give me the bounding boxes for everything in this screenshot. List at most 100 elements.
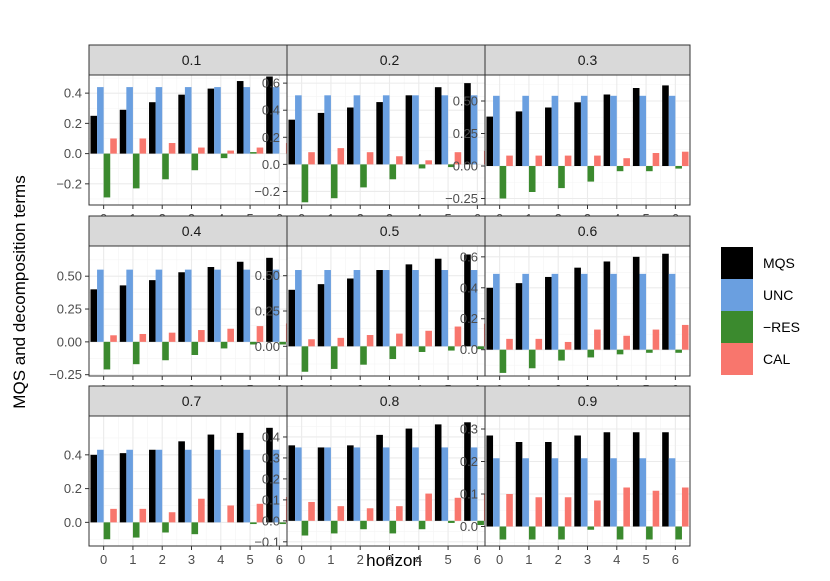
facet-strip [88, 44, 295, 76]
y-tick-label: 0.00 [255, 339, 280, 354]
bar-res-h2 [558, 349, 565, 361]
bar-mqs-h6 [464, 83, 471, 165]
bar-mqs-h5 [236, 432, 244, 523]
bar-unc-h4 [214, 449, 221, 523]
bar-cal-h4 [227, 150, 234, 154]
bar-res-h3 [389, 520, 397, 534]
bar-unc-h4 [412, 447, 419, 521]
facet-panel-0-8: 0.8 −0.1 0.0 0.1 0.2 0.3 0.4 0 1 2 3 4 5 6 [254, 385, 493, 567]
facet-strip-label: 0.5 [380, 223, 400, 239]
bar-mqs-h4 [603, 432, 611, 527]
bar-res-h6 [675, 349, 682, 353]
facet-strip [286, 215, 493, 247]
legend-label-unc: UNC [763, 287, 793, 303]
bar-mqs-h2 [545, 107, 552, 166]
bar-cal-h2 [366, 152, 374, 165]
panel-border [484, 245, 691, 377]
bar-mqs-h3 [376, 434, 383, 521]
x-tick-label: 4 [415, 552, 422, 567]
bar-mqs-h5 [632, 432, 640, 527]
bar-mqs-h6 [662, 253, 669, 350]
bar-unc-h0 [493, 273, 500, 350]
y-tick-label: 0.50 [57, 269, 82, 284]
bar-cal-h1 [337, 148, 345, 165]
bar-unc-h3 [382, 95, 390, 165]
bar-unc-h5 [441, 447, 449, 521]
bar-res-h0 [301, 164, 309, 203]
bar-unc-h3 [580, 273, 588, 350]
bar-cal-h2 [168, 512, 176, 523]
bar-res-h5 [250, 522, 257, 525]
bar-unc-h0 [97, 269, 104, 342]
bar-cal-h4 [623, 158, 630, 166]
y-tick-label: 0.25 [57, 302, 82, 317]
bar-res-h6 [279, 522, 286, 525]
bar-mqs-h3 [574, 435, 581, 527]
bar-unc-h3 [580, 458, 588, 527]
bar-res-h1 [132, 153, 140, 189]
facet-strip-label: 0.9 [578, 393, 598, 409]
x-tick-label: 2 [159, 552, 166, 567]
bar-cal-h3 [396, 333, 403, 347]
bar-mqs-h6 [662, 432, 669, 527]
x-tick-label: 5 [444, 552, 451, 567]
panel-border [484, 74, 691, 206]
bar-cal-h6 [681, 151, 689, 166]
bar-res-h4 [418, 164, 426, 169]
bar-unc-h3 [184, 269, 192, 342]
y-tick-label: 0.00 [453, 159, 478, 174]
y-tick-label: 0.4 [262, 103, 280, 118]
y-tick-label: 0.3 [262, 450, 280, 465]
y-tick-label: 0.4 [64, 447, 82, 462]
bar-res-h2 [558, 166, 565, 189]
bar-res-h3 [587, 526, 595, 530]
bar-unc-h0 [97, 449, 104, 523]
bar-res-h6 [477, 346, 484, 350]
bar-cal-h4 [623, 335, 630, 350]
x-tick-label: 5 [642, 552, 649, 567]
bar-cal-h3 [594, 500, 601, 527]
facet-strip [484, 44, 691, 76]
y-tick-label: 0.2 [460, 454, 478, 469]
bar-cal-h3 [594, 155, 601, 166]
x-tick-label: 6 [672, 552, 679, 567]
bar-unc-h4 [214, 269, 221, 342]
bar-unc-h6 [668, 95, 676, 166]
y-tick-label: 0.2 [262, 130, 280, 145]
bar-mqs-h3 [574, 102, 581, 166]
y-tick-label: 0.2 [64, 116, 82, 131]
bar-cal-h0 [506, 338, 513, 350]
bar-mqs-h5 [434, 424, 442, 521]
bar-unc-h5 [243, 87, 251, 154]
y-tick-label: 0.1 [460, 487, 478, 502]
bar-res-h3 [191, 341, 199, 355]
bar-mqs-h1 [515, 283, 523, 350]
legend-key-cal [721, 343, 753, 375]
bar-res-h2 [162, 153, 169, 180]
bar-unc-h1 [324, 447, 331, 521]
x-tick-label: 4 [613, 552, 620, 567]
bar-mqs-h5 [632, 88, 640, 166]
y-tick-label: 0.50 [255, 268, 280, 283]
bar-res-h5 [646, 349, 653, 353]
bar-res-h5 [448, 520, 455, 523]
y-tick-label: 0.0 [262, 157, 280, 172]
bar-cal-h2 [168, 143, 176, 154]
bar-mqs-h5 [434, 258, 442, 347]
bar-mqs-h2 [347, 278, 354, 347]
bar-res-h0 [301, 346, 309, 372]
bar-res-h1 [132, 522, 140, 538]
bar-cal-h2 [564, 155, 572, 166]
bar-cal-h4 [425, 493, 432, 521]
y-tick-label: 0.0 [64, 515, 82, 530]
bar-mqs-h3 [376, 270, 383, 347]
legend-label-cal: CAL [763, 351, 790, 367]
bar-mqs-h5 [632, 256, 640, 350]
y-tick-label: 0.25 [255, 304, 280, 319]
x-tick-label: 1 [129, 552, 136, 567]
y-tick-label: −0.25 [49, 367, 82, 382]
x-tick-label: 3 [386, 552, 393, 567]
bar-res-h1 [528, 526, 536, 540]
bar-unc-h4 [214, 87, 221, 154]
